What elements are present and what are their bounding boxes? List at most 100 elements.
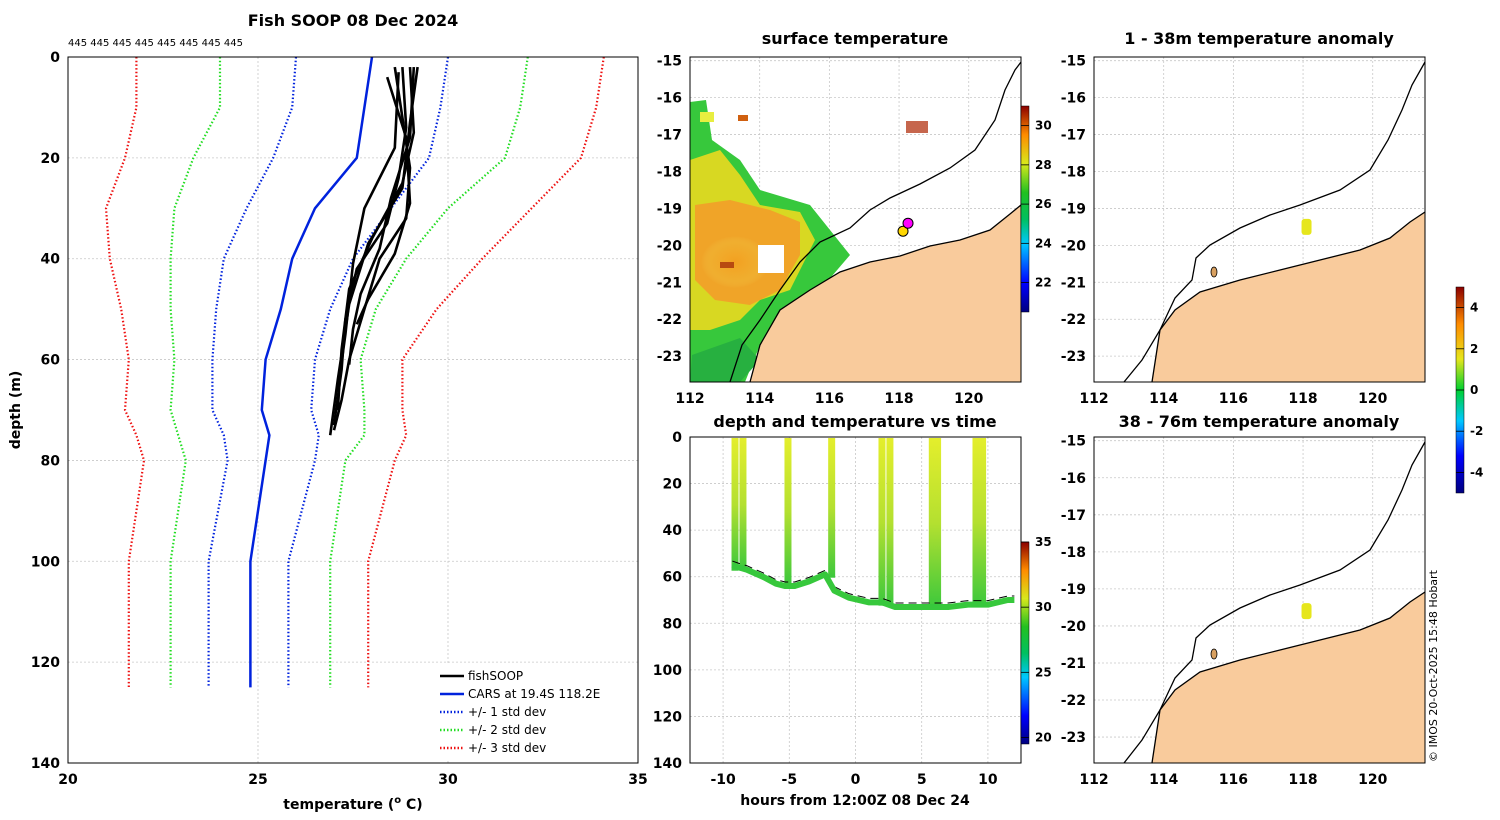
sst-x-ticks: 112 114 116 118 120 [675, 391, 983, 407]
timeseries-y-ticks: 0 20 40 60 80 100 120 140 [653, 430, 682, 772]
anomaly-upper-x-ticks: 112 114 116 118 120 [1079, 391, 1387, 407]
profile-legend: fishSOOP CARS at 19.4S 118.2E +/- 1 std … [434, 663, 634, 759]
y-tick-label: -21 [1061, 275, 1086, 291]
series-line [207, 56, 298, 688]
anomaly-upper-marker [1301, 218, 1312, 235]
y-tick-label: 60 [663, 570, 683, 586]
profile-ylabel: depth (m) [8, 371, 24, 449]
sst-shelf-contour [729, 61, 1021, 382]
sst-map-panel: surface temperature 112 114 116 118 120 -15-… [657, 29, 1052, 407]
x-tick-label: -5 [782, 772, 798, 788]
cast-column [739, 438, 747, 571]
y-tick-label: -19 [657, 201, 682, 217]
y-tick-label: 0 [672, 430, 682, 446]
y-tick-label: -15 [657, 54, 682, 70]
legend-box [434, 663, 634, 759]
profile-ids: 445 445 445 445 445 445 445 445 [68, 38, 243, 49]
profile-series [104, 56, 605, 688]
x-tick-label: 112 [1079, 391, 1108, 407]
x-tick-label: 5 [917, 772, 927, 788]
y-tick-label: 120 [653, 709, 682, 725]
x-tick-label: 118 [884, 391, 913, 407]
y-tick-label: -15 [1061, 434, 1086, 450]
anomaly-upper-title: 1 - 38m temperature anomaly [1124, 29, 1394, 48]
x-tick-label: -10 [710, 772, 736, 788]
anomaly-upper-frame [1093, 56, 1426, 383]
x-tick-label: 114 [1149, 391, 1178, 407]
anomaly-lower-field [1123, 441, 1425, 763]
timeseries-colorbar-ticks: 35 30 25 20 [1021, 535, 1052, 744]
cast-column [972, 438, 980, 606]
timeseries-x-ticks: -10 -5 0 5 10 [710, 772, 997, 788]
sst-warm-core [701, 236, 769, 288]
y-tick-label: 140 [31, 756, 60, 772]
sst-patch [700, 112, 714, 122]
sst-y-ticks: -15 -16 -17 -18 -19 -20 -21 -22 -23 [657, 54, 683, 365]
copyright-note: © IMOS 20-Oct-2025 15:48 Hobart [1427, 569, 1440, 762]
y-tick-label: -17 [657, 128, 682, 144]
tow-path-line [731, 562, 1015, 610]
cast-column [934, 438, 942, 608]
colorbar-tick-label: 26 [1035, 197, 1052, 211]
x-tick-label: 118 [1288, 391, 1317, 407]
y-tick-label: -23 [657, 349, 682, 365]
anomaly-colorbar-ticks: 4 2 0 -2 -4 [1456, 301, 1483, 479]
cast-column [928, 438, 936, 608]
y-tick-label: 80 [41, 453, 61, 469]
sst-patch [738, 115, 748, 121]
y-tick-label: -20 [657, 238, 683, 254]
sst-hot-pixel [720, 262, 734, 268]
colorbar-tick-label: 25 [1035, 665, 1052, 679]
y-tick-label: -16 [1061, 471, 1086, 487]
sst-title: surface temperature [762, 29, 949, 48]
y-tick-label: -19 [1061, 201, 1086, 217]
colorbar-tick-label: 4 [1470, 301, 1478, 315]
y-tick-label: 20 [663, 477, 683, 493]
fishsoop-casts [328, 66, 419, 436]
x-tick-label: 0 [851, 772, 861, 788]
anomaly-lower-frame [1093, 436, 1426, 764]
legend-label-fishsoop: fishSOOP [468, 669, 523, 683]
x-tick-label: 30 [438, 772, 458, 788]
colorbar-tick-label: 30 [1035, 119, 1052, 133]
series-line [249, 56, 374, 688]
y-tick-label: -15 [1061, 54, 1086, 70]
anomaly-upper-island [1210, 266, 1218, 278]
anomaly-lower-panel: 38 - 76m temperature anomaly 112 114 116 11… [1061, 286, 1483, 788]
y-tick-label: 80 [663, 616, 683, 632]
colorbar-tick-label: -4 [1470, 465, 1483, 479]
timeseries-colorbar [1020, 541, 1030, 745]
anomaly-lower-x-ticks: 112 114 116 118 120 [1079, 772, 1387, 788]
legend-label-std3: +/- 3 std dev [468, 741, 546, 755]
x-tick-label: 120 [954, 391, 983, 407]
y-tick-label: -22 [1061, 693, 1086, 709]
y-tick-label: -17 [1061, 508, 1086, 524]
timeseries-panel: depth and temperature vs time -10 -5 0 5 10 … [653, 412, 1052, 809]
anomaly-upper-land [1152, 212, 1425, 382]
x-tick-label: 116 [815, 391, 844, 407]
profile-panel: Fish SOOP 08 Dec 2024 445 445 445 445 44… [8, 11, 648, 813]
cast-marker-highlight [902, 217, 914, 229]
bottom-reference-line [732, 560, 1015, 604]
y-tick-label: -22 [1061, 312, 1086, 328]
x-tick-label: 116 [1219, 391, 1248, 407]
y-tick-label: -23 [1061, 730, 1086, 746]
anomaly-lower-coastline [1151, 591, 1425, 763]
y-tick-label: -18 [657, 164, 682, 180]
y-tick-label: -18 [1061, 545, 1086, 561]
cast-column [784, 438, 792, 585]
y-tick-label: -21 [657, 275, 682, 291]
y-tick-label: -18 [1061, 164, 1086, 180]
sst-cloud-gap [758, 245, 784, 273]
profile-y-ticks: 0 20 40 60 80 100 120 140 [31, 50, 60, 772]
profile-title: Fish SOOP 08 Dec 2024 [248, 11, 458, 30]
x-tick-label: 120 [1358, 391, 1387, 407]
colorbar-tick-label: 35 [1035, 535, 1052, 549]
colorbar-tick-label: 22 [1035, 276, 1052, 290]
cast-column [979, 438, 987, 606]
anomaly-lower-y-ticks: -15 -16 -17 -18 -19 -20 -21 -22 -23 [1061, 434, 1087, 746]
profile-x-ticks: 20 25 30 35 [58, 772, 647, 788]
colorbar-tick-label: 20 [1035, 730, 1052, 744]
timeseries-title: depth and temperature vs time [713, 412, 996, 431]
colorbar-tick-label: 2 [1470, 342, 1478, 356]
